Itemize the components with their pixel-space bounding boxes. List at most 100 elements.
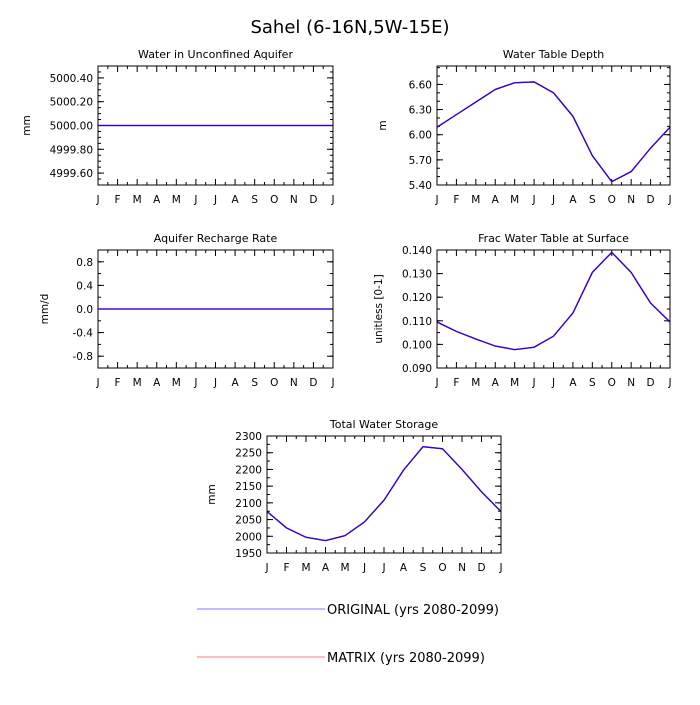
y-tick-label: -0.8 xyxy=(73,351,94,363)
x-tick-label: N xyxy=(458,562,466,574)
x-tick-label: J xyxy=(667,194,671,206)
y-tick-label: 4999.80 xyxy=(50,144,93,156)
x-tick-label: D xyxy=(309,377,317,389)
x-tick-label: J xyxy=(330,377,334,389)
x-tick-label: S xyxy=(589,377,596,389)
y-axis-label: m xyxy=(377,120,389,130)
x-tick-label: A xyxy=(231,194,239,206)
x-tick-label: A xyxy=(569,194,577,206)
x-tick-label: J xyxy=(213,377,217,389)
y-tick-label: 2050 xyxy=(235,515,262,527)
plot-frame xyxy=(266,435,502,554)
x-tick-label: J xyxy=(193,377,197,389)
x-tick-label: A xyxy=(569,377,577,389)
x-tick-label: J xyxy=(532,377,536,389)
series-original-line xyxy=(436,251,671,351)
x-tick-label: F xyxy=(115,377,121,389)
chart-panel-4: Frac Water Table at Surface unitless [0-1… xyxy=(373,232,672,389)
x-tick-label: M xyxy=(172,377,181,389)
x-tick-label: A xyxy=(400,562,408,574)
panel-title: Water in Unconfined Aquifer xyxy=(138,48,293,61)
plot-frame xyxy=(97,65,334,186)
x-tick-label: M xyxy=(510,194,519,206)
x-tick-label: M xyxy=(471,194,480,206)
y-tick-label: 0.100 xyxy=(402,339,432,351)
x-tick-label: M xyxy=(471,377,480,389)
plot-frame xyxy=(436,65,671,186)
x-tick-label: J xyxy=(434,194,438,206)
y-axis-label: mm/d xyxy=(39,294,51,325)
panel-title: Frac Water Table at Surface xyxy=(478,232,629,245)
x-tick-label: S xyxy=(589,194,596,206)
x-tick-label: J xyxy=(498,562,502,574)
x-tick-label: A xyxy=(492,194,500,206)
y-tick-label: 2200 xyxy=(235,464,262,476)
x-tick-label: O xyxy=(438,562,446,574)
x-tick-label: F xyxy=(115,194,121,206)
x-tick-label: M xyxy=(301,562,310,574)
x-tick-label: S xyxy=(420,562,427,574)
y-tick-label: 4999.60 xyxy=(50,168,93,180)
x-tick-label: M xyxy=(172,194,181,206)
y-tick-label: 5000.00 xyxy=(50,121,93,133)
x-tick-label: J xyxy=(330,194,334,206)
y-tick-label: 2100 xyxy=(235,498,262,510)
series-original-line xyxy=(266,446,502,542)
y-tick-label: 5.40 xyxy=(409,180,432,192)
legend-label-matrix: MATRIX (yrs 2080-2099) xyxy=(327,651,485,666)
x-tick-label: M xyxy=(133,377,142,389)
x-tick-label: S xyxy=(251,194,258,206)
plot-frame xyxy=(436,249,671,369)
x-tick-label: J xyxy=(193,194,197,206)
x-tick-label: A xyxy=(231,377,239,389)
x-tick-label: O xyxy=(608,377,616,389)
x-tick-label: A xyxy=(492,377,500,389)
x-tick-label: J xyxy=(551,377,555,389)
y-tick-label: 6.30 xyxy=(409,105,432,117)
y-tick-label: 0.8 xyxy=(76,257,93,269)
legend: ORIGINAL (yrs 2080-2099) MATRIX (yrs 208… xyxy=(197,603,499,666)
y-tick-label: 0.140 xyxy=(402,245,432,257)
x-tick-label: N xyxy=(290,194,298,206)
x-tick-label: J xyxy=(95,377,99,389)
legend-label-original: ORIGINAL (yrs 2080-2099) xyxy=(327,603,499,618)
panel-title: Water Table Depth xyxy=(503,48,604,61)
y-tick-label: 5000.40 xyxy=(50,73,93,85)
series-matrix-line xyxy=(266,446,502,542)
x-tick-label: A xyxy=(153,194,161,206)
x-tick-label: M xyxy=(133,194,142,206)
x-tick-label: J xyxy=(551,194,555,206)
x-tick-label: J xyxy=(95,194,99,206)
y-tick-label: 2150 xyxy=(235,481,262,493)
x-tick-label: J xyxy=(532,194,536,206)
x-tick-label: A xyxy=(153,377,161,389)
y-tick-label: 0.4 xyxy=(76,280,93,292)
panel-title: Total Water Storage xyxy=(329,418,438,431)
y-tick-label: 0.0 xyxy=(76,304,93,316)
y-tick-label: 1950 xyxy=(235,548,262,560)
series-original-line xyxy=(436,81,671,183)
y-tick-label: 2250 xyxy=(235,448,262,460)
x-tick-label: O xyxy=(270,194,278,206)
y-tick-label: 2300 xyxy=(235,431,262,443)
x-tick-label: D xyxy=(647,194,655,206)
y-axis-label: unitless [0-1] xyxy=(373,274,385,343)
y-tick-label: -0.4 xyxy=(73,328,94,340)
x-tick-label: J xyxy=(362,562,366,574)
y-tick-label: 0.110 xyxy=(402,316,432,328)
x-tick-label: S xyxy=(251,377,258,389)
series-matrix-line xyxy=(436,251,671,351)
x-tick-label: M xyxy=(340,562,349,574)
x-tick-label: J xyxy=(434,377,438,389)
x-tick-label: A xyxy=(322,562,330,574)
x-tick-label: N xyxy=(290,377,298,389)
x-tick-label: F xyxy=(453,194,459,206)
y-tick-label: 0.120 xyxy=(402,292,432,304)
x-tick-label: J xyxy=(264,562,268,574)
